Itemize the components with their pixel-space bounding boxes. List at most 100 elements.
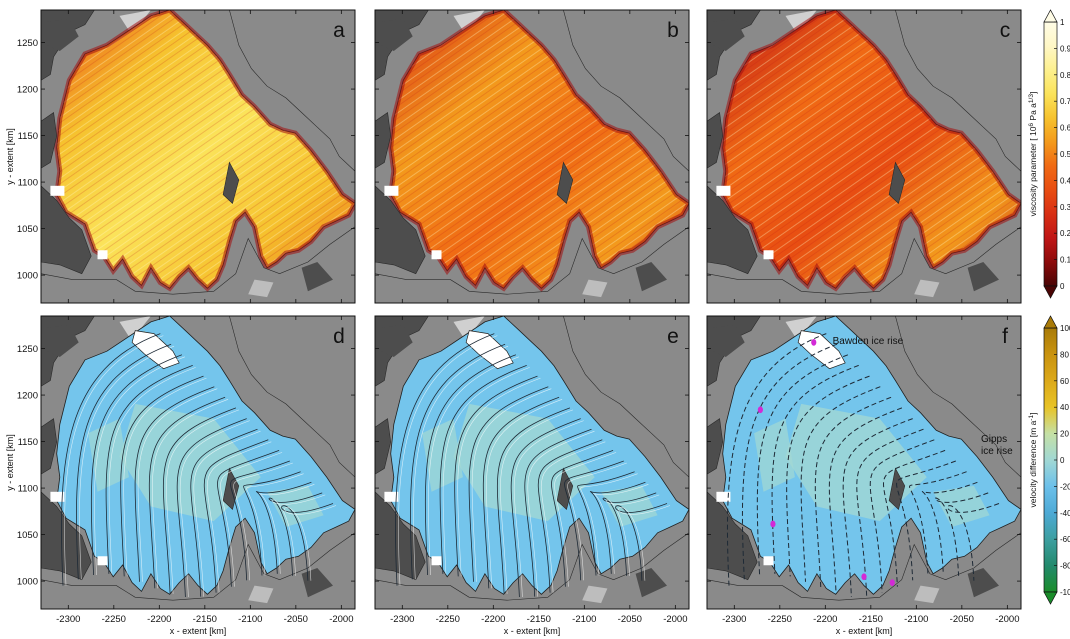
streamline-highlight bbox=[593, 484, 649, 574]
streamline bbox=[243, 471, 301, 576]
streamline bbox=[537, 439, 603, 593]
streamline bbox=[564, 460, 624, 581]
x-axis-label: x - extent [km] bbox=[504, 626, 561, 636]
streamline-highlight bbox=[284, 505, 337, 581]
y-tick-label: 1200 bbox=[17, 85, 38, 96]
teal-patch bbox=[601, 485, 658, 527]
rock-outcrop bbox=[914, 279, 940, 298]
residual-spot bbox=[770, 520, 776, 528]
colorbar-label-unit-sup: 1/3 bbox=[1028, 94, 1035, 103]
streamline bbox=[741, 343, 838, 580]
streamline bbox=[148, 396, 226, 589]
white-patch bbox=[50, 185, 65, 196]
streamline bbox=[909, 471, 967, 576]
panel-a: 1000 1050 1100 1150 1200 1250 y - extent [km] a bbox=[5, 9, 356, 304]
rock-outcrop bbox=[895, 10, 1021, 172]
streamline bbox=[424, 354, 517, 576]
rock-outcrop bbox=[41, 111, 58, 169]
y-tick-label: 1000 bbox=[17, 577, 38, 588]
panel-frame bbox=[706, 9, 1022, 304]
colorbar-label-suffix: ] bbox=[1028, 413, 1038, 415]
streamline-highlight bbox=[206, 441, 272, 593]
x-tick-label: -2150 bbox=[193, 614, 217, 625]
streamline bbox=[615, 503, 668, 581]
rock-outcrop bbox=[248, 585, 274, 604]
streamline bbox=[524, 428, 592, 597]
streamline bbox=[510, 418, 581, 598]
colorbar-tick-label: 40 bbox=[1060, 403, 1069, 412]
colorbar-label: velocity difference [m a-1] bbox=[1028, 413, 1039, 508]
colorbar-tick-label: -40 bbox=[1060, 509, 1070, 518]
y-tick-label: 1250 bbox=[17, 38, 38, 49]
colorbar-label: viscosity parameter [ 106 Pa a1/3] bbox=[1028, 92, 1039, 217]
y-tick-label: 1050 bbox=[17, 224, 38, 235]
annotation-ice-rise: ice rise bbox=[981, 446, 1013, 457]
streamline bbox=[482, 396, 560, 589]
colorbar-tick-label: 1 bbox=[1060, 18, 1065, 27]
ice-shelf-streaks bbox=[722, 10, 1021, 289]
x-tick-label: -2000 bbox=[995, 614, 1019, 625]
white-patch bbox=[431, 556, 442, 566]
y-tick-label: 1200 bbox=[17, 391, 38, 402]
white-patch bbox=[97, 250, 108, 260]
streamline-highlight bbox=[271, 494, 326, 576]
y-axis-label: y - extent [km] bbox=[5, 128, 15, 185]
streamlines bbox=[395, 333, 671, 598]
streamline-highlight bbox=[500, 409, 574, 594]
white-patch bbox=[97, 556, 108, 566]
streamline-highlight bbox=[137, 388, 218, 582]
residual-spot bbox=[889, 579, 895, 587]
streamline bbox=[756, 354, 849, 576]
rock-outcrop bbox=[222, 161, 240, 204]
rock-outcrop bbox=[713, 18, 745, 51]
streamline-highlight bbox=[79, 345, 175, 580]
streamline bbox=[176, 418, 247, 598]
streamline bbox=[726, 333, 827, 586]
colorbar-tick-label: 0.3 bbox=[1060, 203, 1070, 212]
shelf-margin-band bbox=[54, 10, 355, 292]
streamline bbox=[134, 386, 215, 582]
streamline bbox=[410, 343, 506, 580]
panel-f: -2300 -2250 -2200 -2150 -2100 -2050 -2000 x - e… bbox=[706, 315, 1022, 636]
streamline bbox=[814, 396, 892, 589]
panel-map bbox=[41, 316, 355, 609]
streamline bbox=[105, 365, 193, 574]
panel-letter: a bbox=[333, 19, 345, 42]
panel-frame bbox=[374, 9, 690, 304]
x-tick-label: -2300 bbox=[56, 614, 80, 625]
streamline-highlight bbox=[540, 441, 606, 593]
y-tick-label: 1150 bbox=[18, 437, 38, 448]
streamline bbox=[395, 333, 495, 586]
rock-outcrop bbox=[375, 111, 392, 169]
rock-outcrop bbox=[967, 568, 999, 598]
streamline-highlight bbox=[471, 388, 552, 582]
rock-outcrop bbox=[635, 568, 667, 598]
rock-outcrop bbox=[556, 161, 574, 204]
streamline bbox=[230, 460, 290, 581]
rock-outcrop bbox=[381, 18, 413, 51]
rock-outcrop bbox=[375, 185, 426, 275]
streamlines bbox=[726, 333, 1000, 598]
y-tick-label: 1250 bbox=[17, 344, 38, 355]
streamline-highlight bbox=[513, 420, 584, 598]
panel-d: -2300 -2250 -2200 -2150 -2100 -2050 -2000 1000 1… bbox=[5, 315, 356, 636]
panel-letter: c bbox=[1000, 19, 1011, 42]
rock-outcrop bbox=[301, 262, 333, 292]
streamline bbox=[268, 492, 323, 576]
streamline bbox=[800, 386, 881, 582]
rock-outcrop bbox=[41, 418, 58, 475]
rock-outcrop bbox=[582, 585, 608, 604]
streamline-highlight bbox=[193, 430, 261, 597]
white-patch bbox=[384, 185, 399, 196]
panel-map bbox=[707, 10, 1021, 303]
streamline-highlight bbox=[152, 399, 229, 589]
rock-outcrop bbox=[301, 568, 333, 598]
colorbar-tick-label: -80 bbox=[1060, 562, 1070, 571]
rock-outcrop bbox=[967, 262, 999, 292]
colorbar-tick-label: 0.2 bbox=[1060, 229, 1070, 238]
rock-outcrop bbox=[707, 185, 758, 275]
panels-group: 1000 1050 1100 1150 1200 1250 y - extent [km] a… bbox=[5, 9, 1022, 636]
white-patch bbox=[384, 491, 399, 502]
streamline bbox=[786, 375, 870, 577]
rock-outcrop bbox=[582, 279, 608, 298]
